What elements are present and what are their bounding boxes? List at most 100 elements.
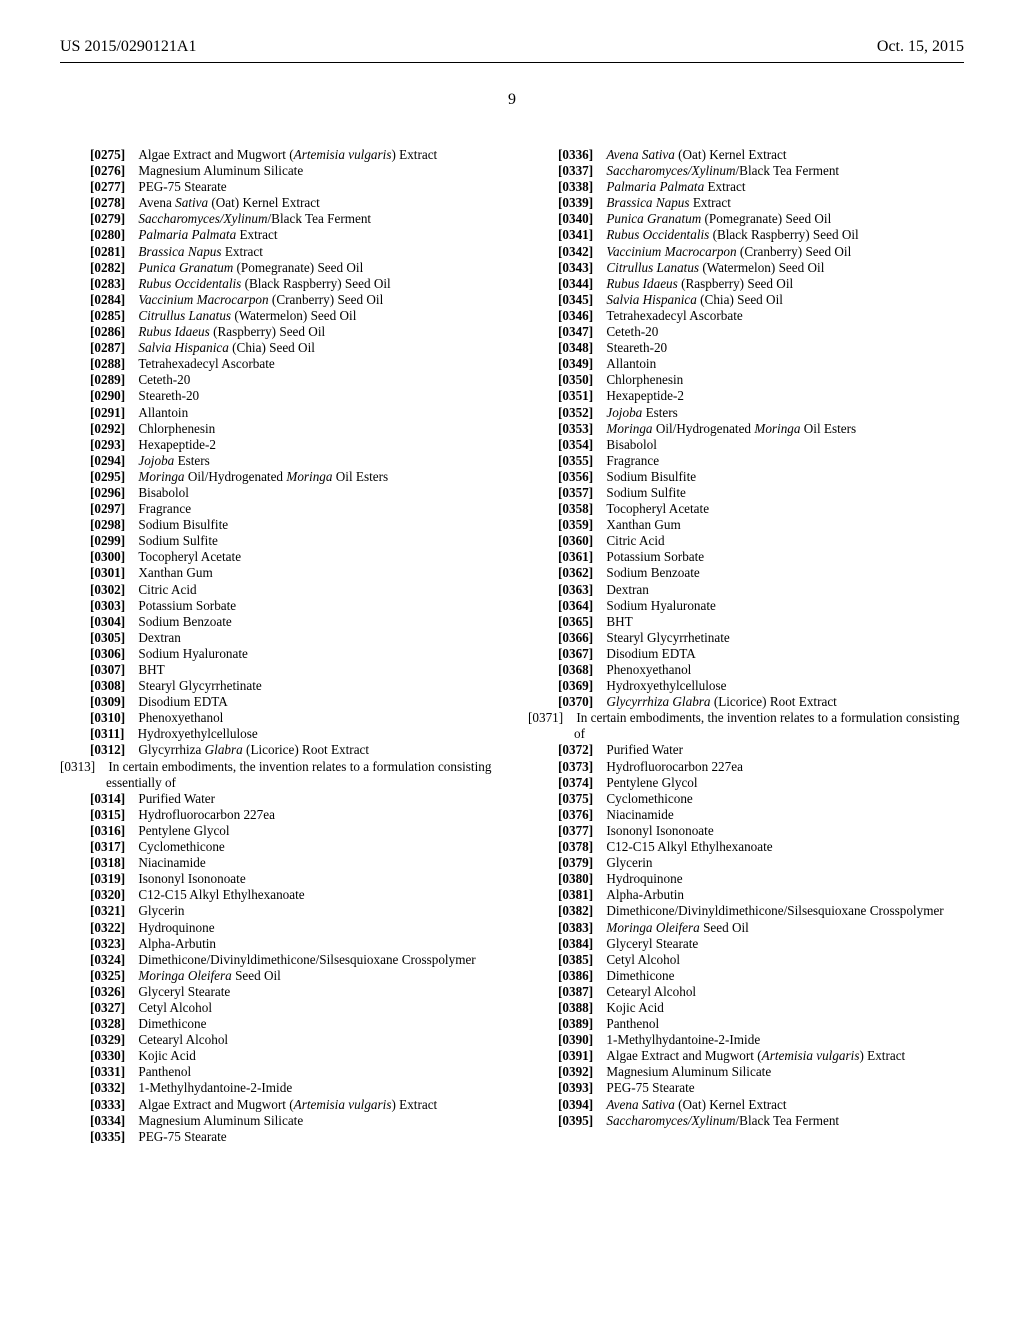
list-item: [0382] Dimethicone/Divinyldimethicone/Si…	[528, 903, 964, 919]
list-item: [0320] C12-C15 Alkyl Ethylhexanoate	[60, 887, 496, 903]
list-item: [0368] Phenoxyethanol	[528, 662, 964, 678]
list-item: [0294] Jojoba Esters	[60, 453, 496, 469]
paragraph-number: [0367]	[558, 646, 593, 661]
patent-page: US 2015/0290121A1 Oct. 15, 2015 9 [0275]…	[0, 0, 1024, 1320]
list-item: [0373] Hydrofluorocarbon 227ea	[528, 759, 964, 775]
list-item: [0377] Isononyl Isononoate	[528, 823, 964, 839]
paragraph-number: [0386]	[558, 968, 593, 983]
list-item: [0395] Saccharomyces/Xylinum/Black Tea F…	[528, 1113, 964, 1129]
list-item: [0333] Algae Extract and Mugwort (Artemi…	[60, 1097, 496, 1113]
list-item: [0306] Sodium Hyaluronate	[60, 646, 496, 662]
list-item: [0287] Salvia Hispanica (Chia) Seed Oil	[60, 340, 496, 356]
list-item: [0279] Saccharomyces/Xylinum/Black Tea F…	[60, 211, 496, 227]
list-item: [0291] Allantoin	[60, 405, 496, 421]
list-item: [0313] In certain embodiments, the inven…	[60, 759, 496, 791]
list-item: [0289] Ceteth-20	[60, 372, 496, 388]
paragraph-number: [0373]	[558, 759, 593, 774]
paragraph-number: [0376]	[558, 807, 593, 822]
list-item: [0372] Purified Water	[528, 742, 964, 758]
paragraph-number: [0369]	[558, 678, 593, 693]
paragraph-number: [0363]	[558, 582, 593, 597]
list-item: [0297] Fragrance	[60, 501, 496, 517]
paragraph-number: [0302]	[90, 582, 125, 597]
page-header: US 2015/0290121A1 Oct. 15, 2015	[60, 38, 964, 56]
paragraph-number: [0314]	[90, 791, 125, 806]
list-item: [0348] Steareth-20	[528, 340, 964, 356]
list-item: [0364] Sodium Hyaluronate	[528, 598, 964, 614]
paragraph-number: [0278]	[90, 195, 125, 210]
list-item: [0393] PEG-75 Stearate	[528, 1080, 964, 1096]
paragraph-number: [0301]	[90, 565, 125, 580]
list-item: [0354] Bisabolol	[528, 437, 964, 453]
paragraph-number: [0285]	[90, 308, 125, 323]
list-item: [0339] Brassica Napus Extract	[528, 195, 964, 211]
list-item: [0300] Tocopheryl Acetate	[60, 549, 496, 565]
paragraph-number: [0375]	[558, 791, 593, 806]
paragraph-number: [0291]	[90, 405, 125, 420]
list-item: [0275] Algae Extract and Mugwort (Artemi…	[60, 147, 496, 163]
list-item: [0312] Glycyrrhiza Glabra (Licorice) Roo…	[60, 742, 496, 758]
paragraph-number: [0332]	[90, 1080, 125, 1095]
paragraph-number: [0358]	[558, 501, 593, 516]
paragraph-number: [0389]	[558, 1016, 593, 1031]
list-item: [0342] Vaccinium Macrocarpon (Cranberry)…	[528, 244, 964, 260]
paragraph-number: [0359]	[558, 517, 593, 532]
paragraph-number: [0370]	[558, 694, 593, 709]
paragraph-number: [0353]	[558, 421, 593, 436]
paragraph-number: [0324]	[90, 952, 125, 967]
paragraph-number: [0284]	[90, 292, 125, 307]
paragraph-number: [0346]	[558, 308, 593, 323]
list-item: [0363] Dextran	[528, 582, 964, 598]
list-item: [0329] Cetearyl Alcohol	[60, 1032, 496, 1048]
paragraph-number: [0356]	[558, 469, 593, 484]
paragraph-number: [0312]	[90, 742, 125, 757]
paragraph-number: [0333]	[90, 1097, 125, 1112]
list-item: [0298] Sodium Bisulfite	[60, 517, 496, 533]
paragraph-number: [0311]	[90, 726, 124, 741]
list-item: [0349] Allantoin	[528, 356, 964, 372]
list-item: [0281] Brassica Napus Extract	[60, 244, 496, 260]
paragraph-number: [0315]	[90, 807, 125, 822]
paragraph-number: [0283]	[90, 276, 125, 291]
list-item: [0371] In certain embodiments, the inven…	[528, 710, 964, 742]
list-item: [0359] Xanthan Gum	[528, 517, 964, 533]
paragraph-number: [0372]	[558, 742, 593, 757]
list-item: [0286] Rubus Idaeus (Raspberry) Seed Oil	[60, 324, 496, 340]
list-item: [0370] Glycyrrhiza Glabra (Licorice) Roo…	[528, 694, 964, 710]
paragraph-number: [0379]	[558, 855, 593, 870]
list-item: [0351] Hexapeptide-2	[528, 388, 964, 404]
paragraph-number: [0275]	[90, 147, 125, 162]
paragraph-number: [0328]	[90, 1016, 125, 1031]
list-item: [0303] Potassium Sorbate	[60, 598, 496, 614]
list-item: [0307] BHT	[60, 662, 496, 678]
list-item: [0330] Kojic Acid	[60, 1048, 496, 1064]
list-item: [0321] Glycerin	[60, 903, 496, 919]
list-item: [0283] Rubus Occidentalis (Black Raspber…	[60, 276, 496, 292]
list-item: [0346] Tetrahexadecyl Ascorbate	[528, 308, 964, 324]
left-column: [0275] Algae Extract and Mugwort (Artemi…	[60, 147, 496, 1129]
paragraph-number: [0364]	[558, 598, 593, 613]
paragraph-number: [0307]	[90, 662, 125, 677]
paragraph-number: [0365]	[558, 614, 593, 629]
list-item: [0347] Ceteth-20	[528, 324, 964, 340]
paragraph-number: [0378]	[558, 839, 593, 854]
list-item: [0323] Alpha-Arbutin	[60, 936, 496, 952]
list-item: [0338] Palmaria Palmata Extract	[528, 179, 964, 195]
list-item: [0334] Magnesium Aluminum Silicate	[60, 1113, 496, 1129]
list-item: [0285] Citrullus Lanatus (Watermelon) Se…	[60, 308, 496, 324]
paragraph-number: [0334]	[90, 1113, 125, 1128]
paragraph-number: [0384]	[558, 936, 593, 951]
list-item: [0310] Phenoxyethanol	[60, 710, 496, 726]
paragraph-number: [0351]	[558, 388, 593, 403]
paragraph-number: [0293]	[90, 437, 125, 452]
list-item: [0356] Sodium Bisulfite	[528, 469, 964, 485]
list-item: [0314] Purified Water	[60, 791, 496, 807]
paragraph-number: [0350]	[558, 372, 593, 387]
paragraph-number: [0279]	[90, 211, 125, 226]
paragraph-number: [0305]	[90, 630, 125, 645]
paragraph-number: [0391]	[558, 1048, 593, 1063]
list-item: [0301] Xanthan Gum	[60, 565, 496, 581]
paragraph-number: [0299]	[90, 533, 125, 548]
paragraph-number: [0303]	[90, 598, 125, 613]
list-item: [0383] Moringa Oleifera Seed Oil	[528, 920, 964, 936]
